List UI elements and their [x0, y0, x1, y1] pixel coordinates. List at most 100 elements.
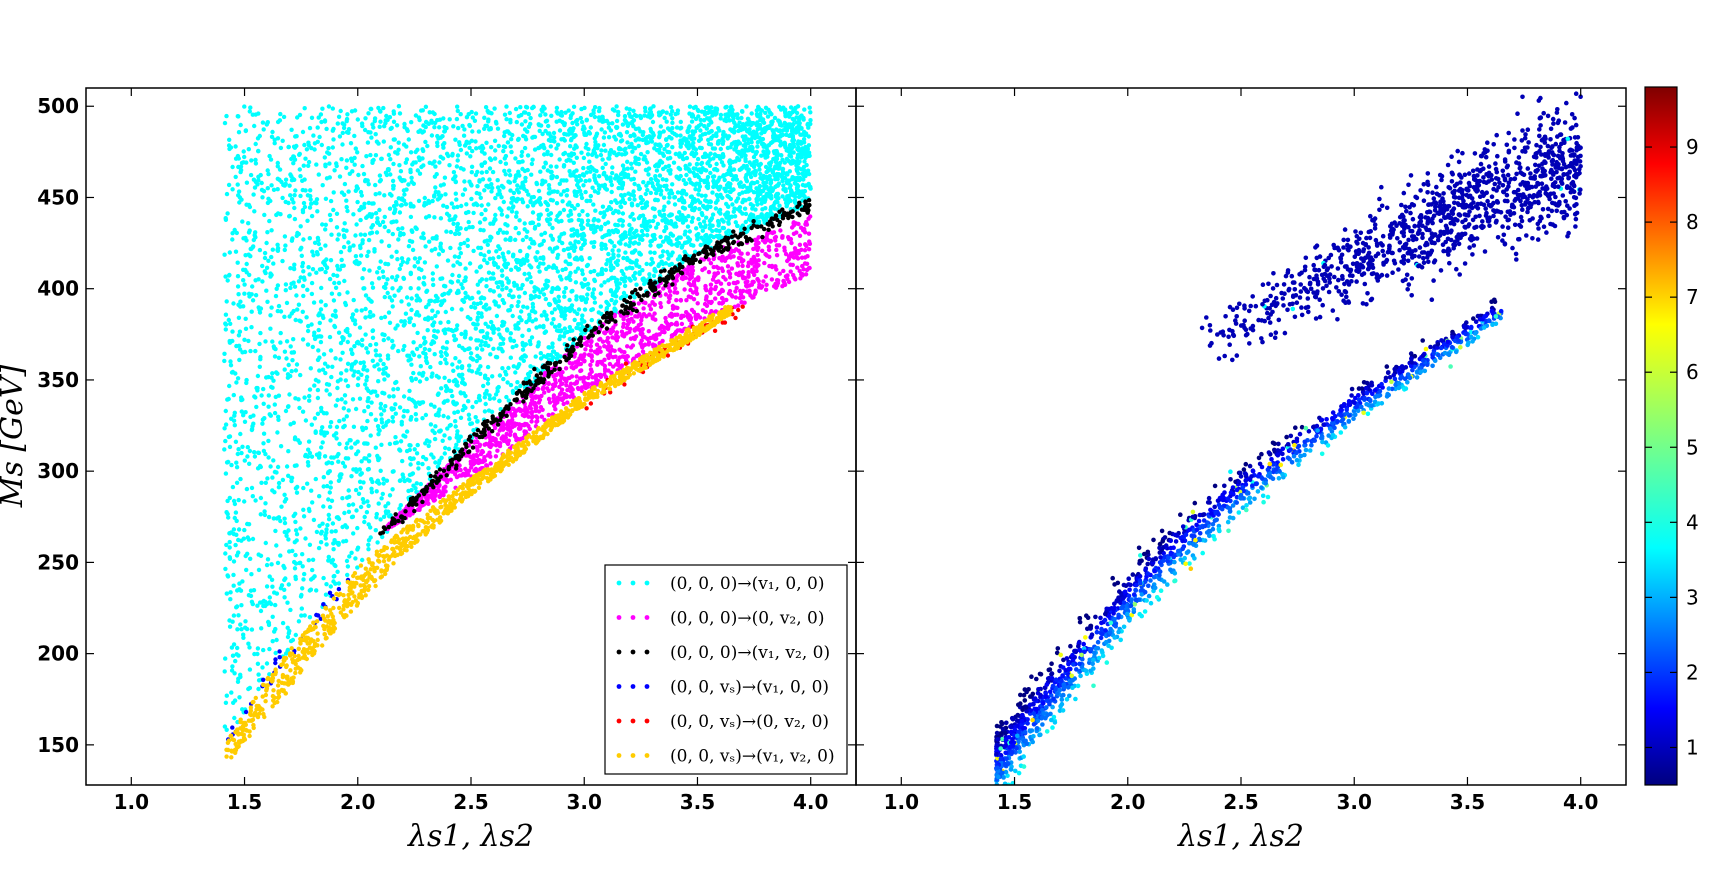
scatter-point — [285, 647, 291, 653]
scatter-point — [419, 235, 424, 240]
scatter-point — [421, 335, 427, 340]
scatter-point — [803, 144, 808, 150]
scatter-point — [497, 293, 502, 298]
scatter-point — [725, 204, 731, 209]
scatter-point — [422, 346, 428, 352]
scatter-point — [628, 133, 633, 139]
scatter-point — [361, 267, 367, 272]
scatter-point — [393, 402, 398, 407]
scatter-point — [236, 164, 241, 170]
scatter-point — [314, 588, 319, 593]
scatter-point — [452, 216, 457, 222]
scatter-point — [301, 293, 306, 299]
scatter-point — [648, 250, 653, 255]
scatter-point — [623, 250, 628, 255]
scatter-point — [252, 185, 258, 190]
scatter-point — [783, 145, 788, 150]
scatter-point — [232, 501, 238, 507]
scatter-point — [231, 301, 236, 306]
scatter-point — [298, 526, 303, 531]
scatter-point — [543, 112, 548, 117]
scatter-point — [482, 115, 487, 121]
scatter-point — [602, 130, 608, 135]
scatter-point — [683, 181, 688, 187]
scatter-point — [373, 389, 378, 394]
scatter-point — [366, 249, 371, 254]
scatter-point — [561, 178, 566, 183]
scatter-point — [549, 174, 554, 179]
scatter-point — [716, 126, 721, 131]
scatter-point — [773, 138, 778, 143]
scatter-point — [268, 157, 274, 162]
scatter-point — [333, 356, 338, 361]
scatter-point — [264, 661, 270, 666]
scatter-point — [366, 542, 371, 547]
scatter-point — [541, 144, 546, 150]
scatter-point — [468, 316, 473, 322]
scatter-point — [777, 104, 782, 110]
scatter-point — [401, 414, 406, 419]
scatter-point — [547, 186, 552, 191]
scatter-point — [393, 435, 398, 440]
scatter-point — [362, 232, 368, 237]
scatter-point — [505, 223, 510, 228]
scatter-point — [604, 232, 610, 237]
scatter-point — [259, 180, 264, 186]
scatter-point — [723, 189, 728, 194]
scatter-point — [324, 527, 329, 532]
scatter-point — [312, 147, 317, 152]
scatter-point — [244, 486, 250, 492]
scatter-point — [515, 183, 520, 188]
scatter-point — [698, 242, 703, 248]
scatter-point — [730, 202, 735, 207]
scatter-point — [258, 357, 263, 362]
scatter-point — [366, 396, 371, 401]
scatter-point — [292, 284, 298, 289]
scatter-point — [657, 212, 663, 217]
scatter-point — [569, 233, 574, 238]
scatter-point — [524, 254, 530, 259]
scatter-point — [555, 269, 560, 274]
scatter-point — [415, 310, 420, 315]
scatter-point — [433, 293, 439, 299]
scatter-point — [723, 105, 728, 110]
scatter-point — [393, 277, 399, 283]
scatter-point — [646, 219, 651, 225]
scatter-point — [529, 172, 534, 177]
scatter-point — [702, 179, 707, 185]
scatter-point — [523, 119, 528, 124]
scatter-point — [761, 149, 766, 154]
scatter-point — [633, 169, 638, 174]
scatter-point — [394, 123, 400, 128]
scatter-point — [374, 139, 380, 144]
scatter-point — [353, 487, 359, 493]
scatter-point — [516, 197, 521, 202]
scatter-point — [332, 280, 337, 286]
scatter-point — [327, 504, 333, 510]
scatter-point — [442, 399, 447, 404]
scatter-point — [384, 172, 390, 178]
scatter-point — [234, 460, 239, 465]
scatter-point — [565, 329, 570, 335]
scatter-point — [534, 181, 540, 187]
scatter-point — [314, 162, 319, 167]
scatter-point — [734, 177, 740, 182]
scatter-point — [252, 394, 257, 399]
scatter-point — [375, 424, 381, 429]
scatter-point — [528, 370, 533, 375]
scatter-point — [352, 162, 357, 167]
scatter-point — [604, 261, 609, 267]
scatter-point — [368, 298, 373, 303]
scatter-point — [236, 302, 241, 307]
scatter-point — [522, 221, 527, 226]
scatter-point — [616, 240, 622, 245]
scatter-point — [546, 123, 551, 129]
scatter-point — [255, 373, 261, 379]
scatter-point — [300, 129, 306, 135]
scatter-point — [353, 556, 358, 561]
scatter-point — [470, 404, 475, 410]
scatter-point — [495, 126, 501, 131]
scatter-point — [227, 495, 232, 501]
scatter-point — [530, 241, 535, 246]
scatter-point — [622, 283, 628, 289]
